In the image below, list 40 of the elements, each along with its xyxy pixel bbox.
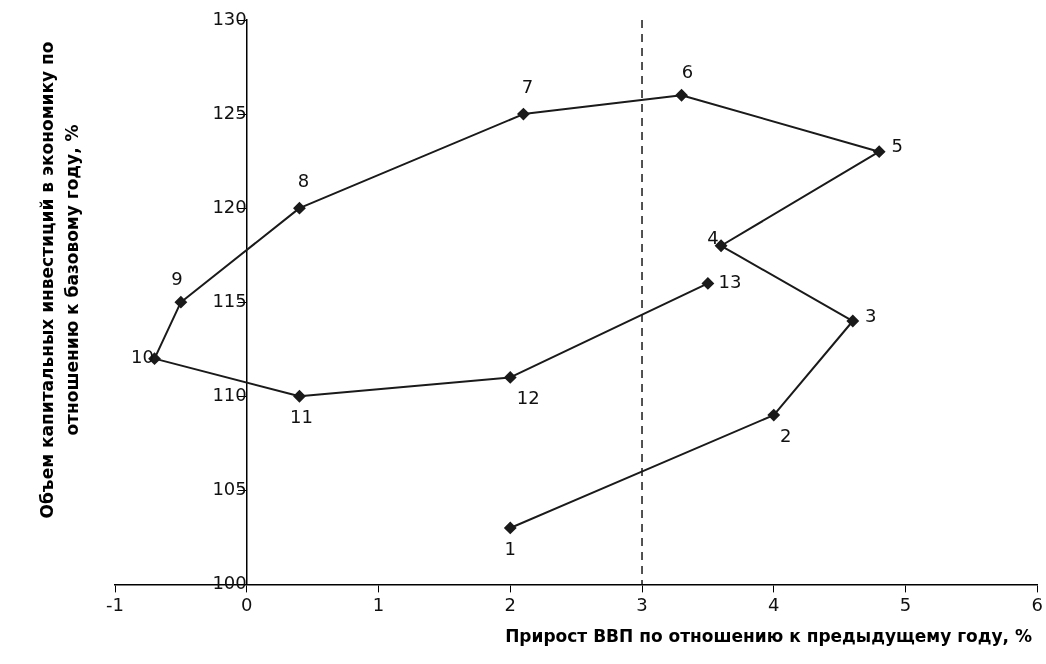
annotation: 10 [131, 346, 154, 368]
annotation: 5 [891, 135, 903, 157]
point [174, 296, 187, 309]
point [873, 145, 886, 158]
annotation: 3 [865, 304, 877, 326]
annotation: 4 [707, 227, 719, 249]
x-tick-label: 4 [768, 593, 780, 615]
y-tick-label: 115 [212, 289, 247, 311]
point [767, 409, 780, 422]
x-tick-label: 3 [636, 593, 648, 615]
x-tick-label: 5 [899, 593, 912, 615]
x-tick-label: 1 [372, 593, 385, 615]
annotation: 13 [718, 271, 742, 293]
point [504, 371, 517, 384]
annotation: 1 [504, 537, 516, 559]
annotation: 11 [290, 405, 313, 427]
y-tick-label: 130 [212, 7, 247, 29]
point [504, 521, 517, 534]
x-axis-title: Прирост ВВП по отношению к предыдущему году, % [505, 626, 1032, 646]
y-tick-label: 125 [212, 101, 247, 123]
x-tick-label: 0 [241, 593, 253, 615]
point [517, 108, 530, 121]
point [293, 390, 306, 403]
annotation: 6 [681, 60, 694, 82]
y-tick-label: 105 [212, 478, 247, 500]
annotation: 7 [521, 75, 534, 97]
x-tick-label: -1 [106, 593, 124, 615]
annotation: 2 [780, 424, 792, 446]
y-tick-label: 120 [212, 195, 247, 217]
point [846, 315, 859, 328]
point [675, 89, 688, 102]
x-tick-label: 6 [1031, 593, 1043, 615]
point [701, 277, 714, 290]
annotation: 8 [297, 169, 310, 191]
x-tick-label: 2 [504, 593, 516, 615]
annotation: 9 [171, 267, 183, 289]
point [293, 202, 306, 215]
y-axis-title: Объем капитальных инвестиций в экономику по отношению к базовому году, % [36, 40, 83, 521]
annotation: 12 [516, 387, 540, 409]
y-tick-label: 110 [212, 383, 247, 405]
